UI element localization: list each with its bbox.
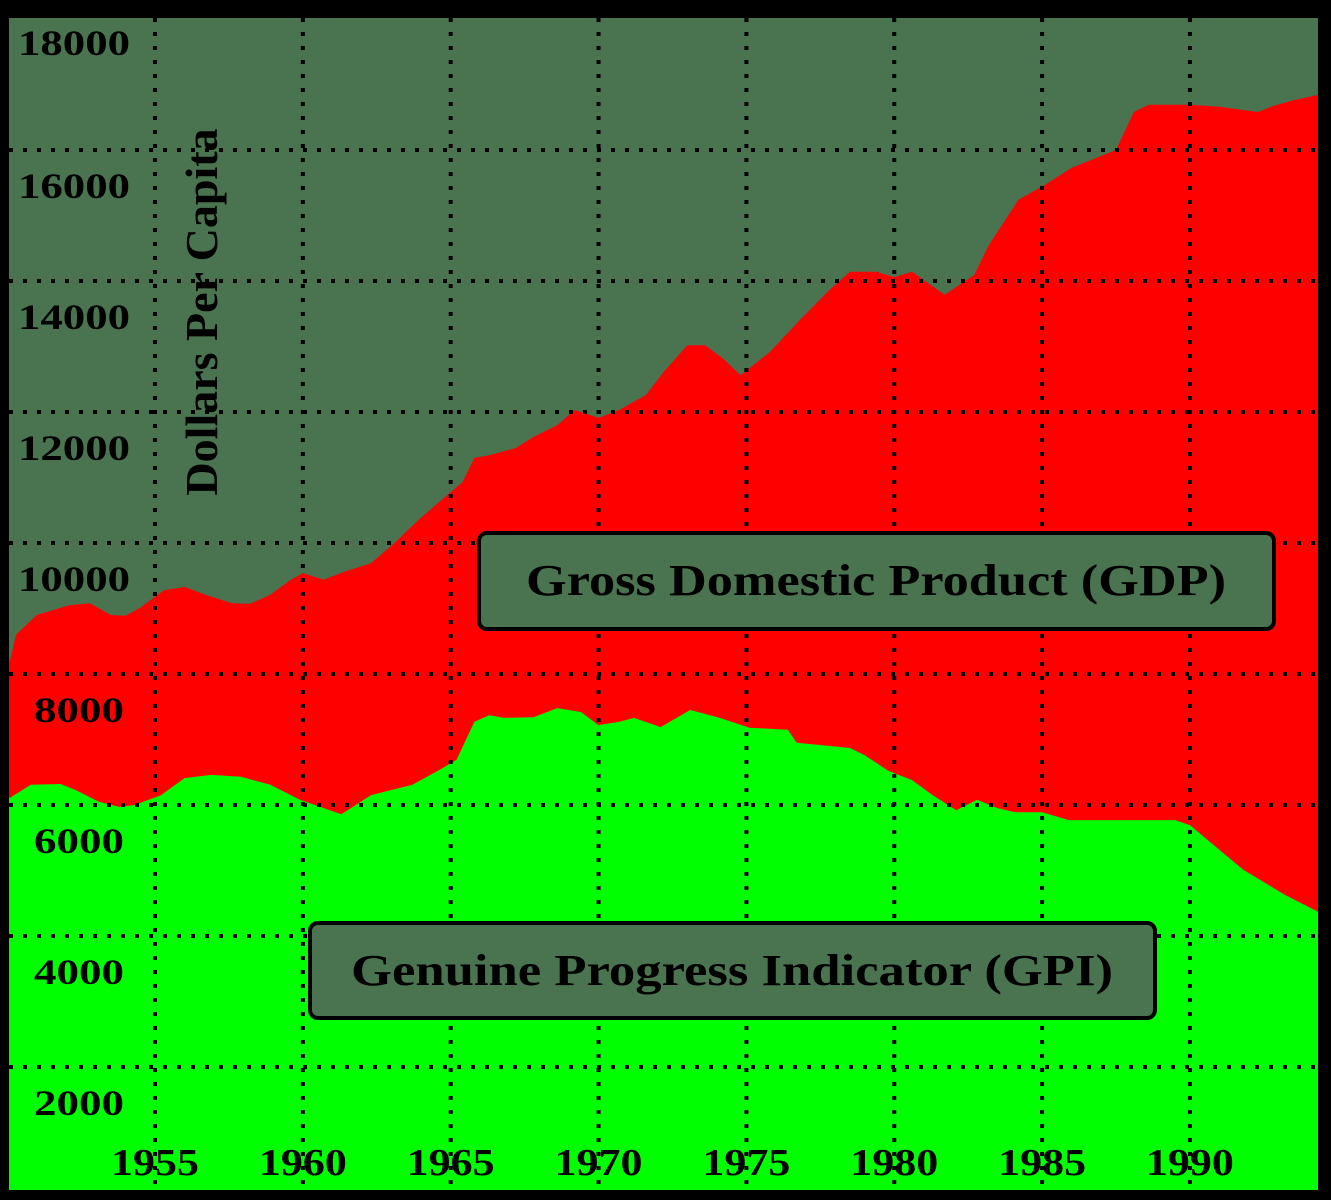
y-tick-label: 16000 bbox=[18, 166, 130, 206]
y-axis-tick-labels: 2000 4000 6000 8000 10000 12000 14000 16000 1800… bbox=[18, 23, 130, 1123]
y-tick-label: 14000 bbox=[18, 297, 130, 337]
x-tick-label: 1955 bbox=[111, 1142, 199, 1184]
gpi-label-text: Genuine Progress Indicator (GPI) bbox=[351, 946, 1113, 995]
x-tick-label: 1975 bbox=[702, 1142, 790, 1184]
y-tick-label: 4000 bbox=[34, 952, 124, 992]
x-axis-tick-labels: 1955 1960 1965 1970 1975 1980 1985 1990 bbox=[111, 1142, 1234, 1184]
gpi-label-box: Genuine Progress Indicator (GPI) bbox=[308, 921, 1157, 1020]
y-tick-label: 8000 bbox=[34, 690, 124, 730]
y-tick-label: 2000 bbox=[34, 1083, 124, 1123]
y-tick-label: 6000 bbox=[34, 821, 124, 861]
y-axis-label: Dollars Per Capita bbox=[176, 128, 227, 495]
x-tick-label: 1980 bbox=[850, 1142, 938, 1184]
gdp-label-box: Gross Domestic Product (GDP) bbox=[477, 531, 1276, 631]
x-tick-label: 1990 bbox=[1146, 1142, 1234, 1184]
y-tick-label: 12000 bbox=[18, 428, 130, 468]
x-tick-label: 1970 bbox=[555, 1142, 643, 1184]
x-tick-label: 1960 bbox=[259, 1142, 347, 1184]
x-tick-label: 1985 bbox=[998, 1142, 1086, 1184]
y-tick-label: 10000 bbox=[18, 559, 130, 599]
y-tick-label: 18000 bbox=[18, 23, 130, 63]
gdp-label-text: Gross Domestic Product (GDP) bbox=[526, 556, 1226, 605]
x-tick-label: 1965 bbox=[407, 1142, 495, 1184]
